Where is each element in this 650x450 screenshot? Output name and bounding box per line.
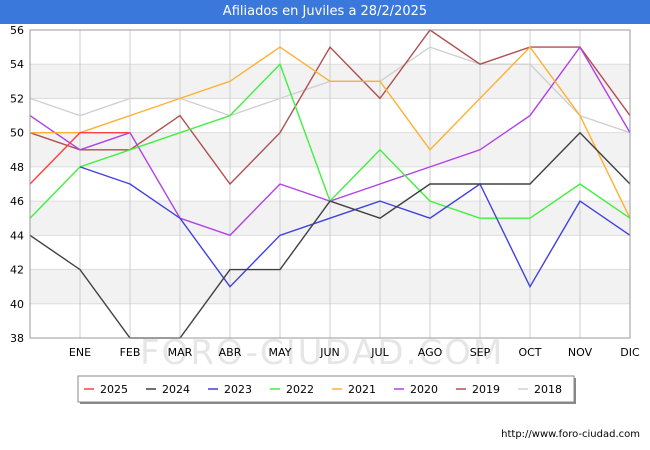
y-tick-label: 40 (10, 298, 24, 311)
legend-label-2021: 2021 (348, 383, 376, 396)
x-tick-label: MAR (168, 346, 193, 359)
x-tick-label: SEP (470, 346, 491, 359)
x-tick-label: AGO (418, 346, 443, 359)
y-tick-label: 56 (10, 24, 24, 37)
x-tick-label: DIC (620, 346, 640, 359)
legend-label-2022: 2022 (286, 383, 314, 396)
x-tick-label: JUL (370, 346, 389, 359)
legend-label-2024: 2024 (162, 383, 190, 396)
x-tick-label: MAY (269, 346, 292, 359)
axes (29, 29, 631, 339)
watermark: FORO-CIUDAD.COM (140, 333, 504, 373)
legend-label-2020: 2020 (410, 383, 438, 396)
x-tick-label: ABR (219, 346, 242, 359)
x-tick-label: JUN (319, 346, 340, 359)
legend-label-2019: 2019 (472, 383, 500, 396)
legend-label-2025: 2025 (100, 383, 128, 396)
legend-box (77, 375, 575, 403)
x-tick-label: ENE (69, 346, 91, 359)
y-tick-label: 46 (10, 195, 24, 208)
y-tick-label: 42 (10, 264, 24, 277)
chart-area: FORO-CIUDAD.COM 38 40 42 44 46 48 50 52 54 56 ENE… (0, 24, 650, 450)
x-tick-label: FEB (120, 346, 141, 359)
plot-border (29, 29, 631, 339)
chart-title: Afiliados en Juviles a 28/2/2025 (0, 0, 650, 24)
series-line-2021 (30, 46, 631, 219)
y-tick-label: 52 (10, 92, 24, 105)
y-tick-label: 38 (10, 332, 24, 345)
series-line-2025 (29, 132, 130, 185)
footer-url: http://www.foro-ciudad.com (501, 429, 640, 440)
y-tick-label: 48 (10, 161, 24, 174)
y-tick-label: 50 (10, 127, 24, 140)
legend-label-2018: 2018 (534, 383, 562, 396)
y-tick-label: 54 (10, 58, 24, 71)
y-tick-labels: 38 40 42 44 46 48 50 52 54 56 (10, 24, 24, 345)
line-chart: FORO-CIUDAD.COM 38 40 42 44 46 48 50 52 54 56 ENE… (10, 24, 640, 440)
x-tick-label: OCT (518, 346, 541, 359)
x-tick-labels: ENE FEB MAR ABR MAY JUN JUL AGO SEP OCT NOV DIC (69, 346, 640, 359)
legend-label-2023: 2023 (224, 383, 252, 396)
y-tick-label: 44 (10, 229, 24, 242)
legend: 2025 2024 2023 2022 2021 2020 2019 2018 (77, 375, 576, 404)
x-tick-label: NOV (568, 346, 593, 359)
